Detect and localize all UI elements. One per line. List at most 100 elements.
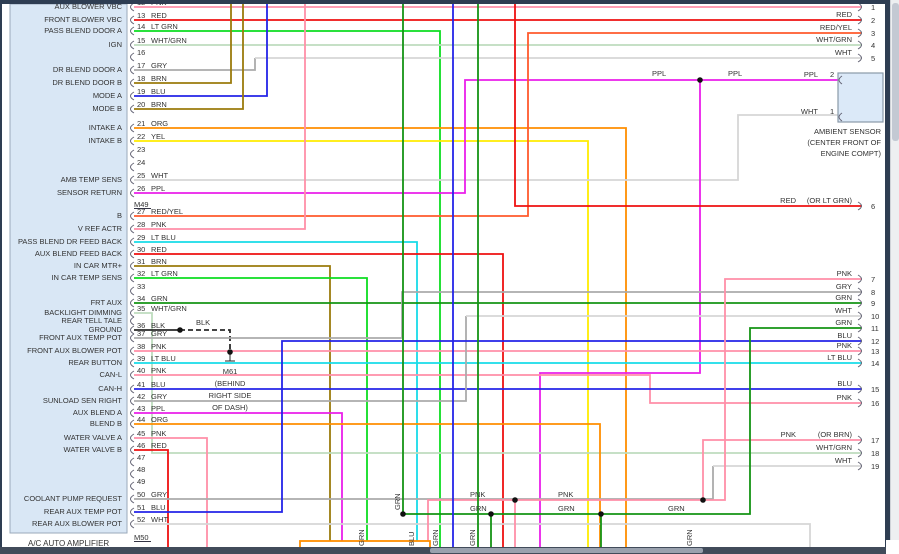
pin-arc [838, 75, 843, 85]
wire-color-label: PNK [151, 342, 166, 351]
window-top-border [0, 0, 899, 4]
wire-color-label: RED [780, 196, 796, 205]
pin-function-label: AUX BLEND A [73, 408, 122, 417]
pin-arc [857, 461, 862, 471]
diagram-label: 1 [830, 107, 834, 116]
pin-number: 8 [871, 288, 875, 297]
wire-color-label: LT BLU [827, 353, 852, 362]
pin-number: 46 [137, 441, 145, 450]
pin-arc [857, 28, 862, 38]
junction-dot [177, 327, 183, 333]
pin-function-label: FRONT AUX BLOWER POT [27, 346, 122, 355]
pin-number: 13 [137, 11, 145, 20]
pin-number: 16 [137, 48, 145, 57]
wire-color-label: PPL [151, 184, 165, 193]
pin-number: 18 [137, 74, 145, 83]
pin-function-label: PASS BLEND DOOR A [44, 26, 122, 35]
pin-function-label: WATER VALVE A [64, 433, 122, 442]
vertical-scrollbar[interactable] [890, 0, 899, 547]
pin-arc [130, 286, 135, 296]
diagram-label: GRN [357, 529, 366, 546]
wire-color-label: ORG [151, 119, 168, 128]
wire-color-label: WHT/GRN [151, 304, 187, 313]
wire [134, 114, 838, 181]
wire-color-label: PNK [151, 429, 166, 438]
pin-arc [130, 224, 135, 234]
wire-color-note: (OR BRN) [818, 430, 853, 439]
wire-color-label: LT BLU [151, 354, 176, 363]
pin-function-label: CAN-H [98, 384, 122, 393]
pin-number: 18 [871, 449, 879, 458]
pin-number: 52 [137, 515, 145, 524]
pin-arc [838, 112, 843, 122]
pin-number: 41 [137, 380, 145, 389]
pin-number: 24 [137, 158, 145, 167]
junction-dot [598, 511, 604, 517]
diagram-label: PPL [728, 69, 742, 78]
diagram-label: A/C AUTO AMPLIFIER [28, 539, 109, 548]
wire-color-label: BRN [151, 257, 167, 266]
wire [134, 58, 256, 71]
wire-color-label: GRN [835, 318, 852, 327]
wire-color-label: PNK [781, 430, 796, 439]
pin-arc [130, 419, 135, 429]
vertical-scrollbar-thumb[interactable] [892, 3, 899, 141]
pin-arc [130, 15, 135, 25]
wire-color-label: LT BLU [151, 233, 176, 242]
wire-color-label: BLU [837, 331, 852, 340]
diagram-label: (CENTER FRONT OF [807, 138, 881, 147]
pin-arc [130, 104, 135, 114]
pin-number: 7 [871, 275, 875, 284]
diagram-label: (BEHIND [215, 379, 246, 388]
pin-function-label: REAR BUTTON [68, 358, 122, 367]
wire [134, 449, 169, 554]
wire-color-label: PNK [151, 220, 166, 229]
pin-number: 1 [871, 3, 875, 12]
pin-arc [857, 323, 862, 333]
wire [134, 265, 331, 554]
pin-arc [130, 136, 135, 146]
diagram-label: ENGINE COMPT) [821, 149, 882, 158]
pin-number: 36 [137, 321, 145, 330]
wire-color-label: BLK [151, 321, 165, 330]
wire [134, 0, 244, 110]
pin-arc [857, 40, 862, 50]
pin-number: 15 [137, 36, 145, 45]
amplifier-box [9, 3, 128, 534]
wire [403, 327, 862, 515]
wire-color-label: GRY [151, 61, 167, 70]
pin-arc [857, 298, 862, 308]
wire-color-label: WHT [835, 306, 852, 315]
wire-color-label: ORG [151, 415, 168, 424]
wire [134, 340, 862, 513]
pin-arc [130, 298, 135, 308]
horizontal-scrollbar-thumb[interactable] [430, 548, 703, 553]
horizontal-scrollbar[interactable] [0, 547, 899, 554]
wire [134, 0, 268, 97]
pin-function-label: BACKLIGHT DIMMING [44, 308, 122, 317]
wire-color-label: YEL [151, 132, 165, 141]
pin-function-label: GROUND [89, 325, 123, 334]
pin-number: 38 [137, 342, 145, 351]
wire-color-note: (OR LT GRN) [807, 196, 853, 205]
wire-color-label: WHT [835, 48, 852, 57]
pin-number: 10 [871, 312, 879, 321]
pin-number: 32 [137, 269, 145, 278]
pin-arc [857, 274, 862, 284]
pin-arc [130, 358, 135, 368]
diagram-label: WHT [801, 107, 818, 116]
pin-number: 34 [137, 294, 145, 303]
wire-color-label: RED/YEL [820, 23, 852, 32]
ambient-sensor-box [837, 72, 884, 123]
wire-color-label: GRY [836, 282, 852, 291]
pin-function-label: REAR AUX TEMP POT [44, 507, 122, 516]
pin-arc [857, 15, 862, 25]
pin-arc [857, 448, 862, 458]
wire-color-label: BLU [151, 380, 166, 389]
wire-color-label: WHT [151, 515, 168, 524]
diagram-label: GRN [668, 504, 685, 513]
pin-function-label: MODE A [93, 91, 122, 100]
pin-number: 49 [137, 477, 145, 486]
pin-arc [857, 336, 862, 346]
